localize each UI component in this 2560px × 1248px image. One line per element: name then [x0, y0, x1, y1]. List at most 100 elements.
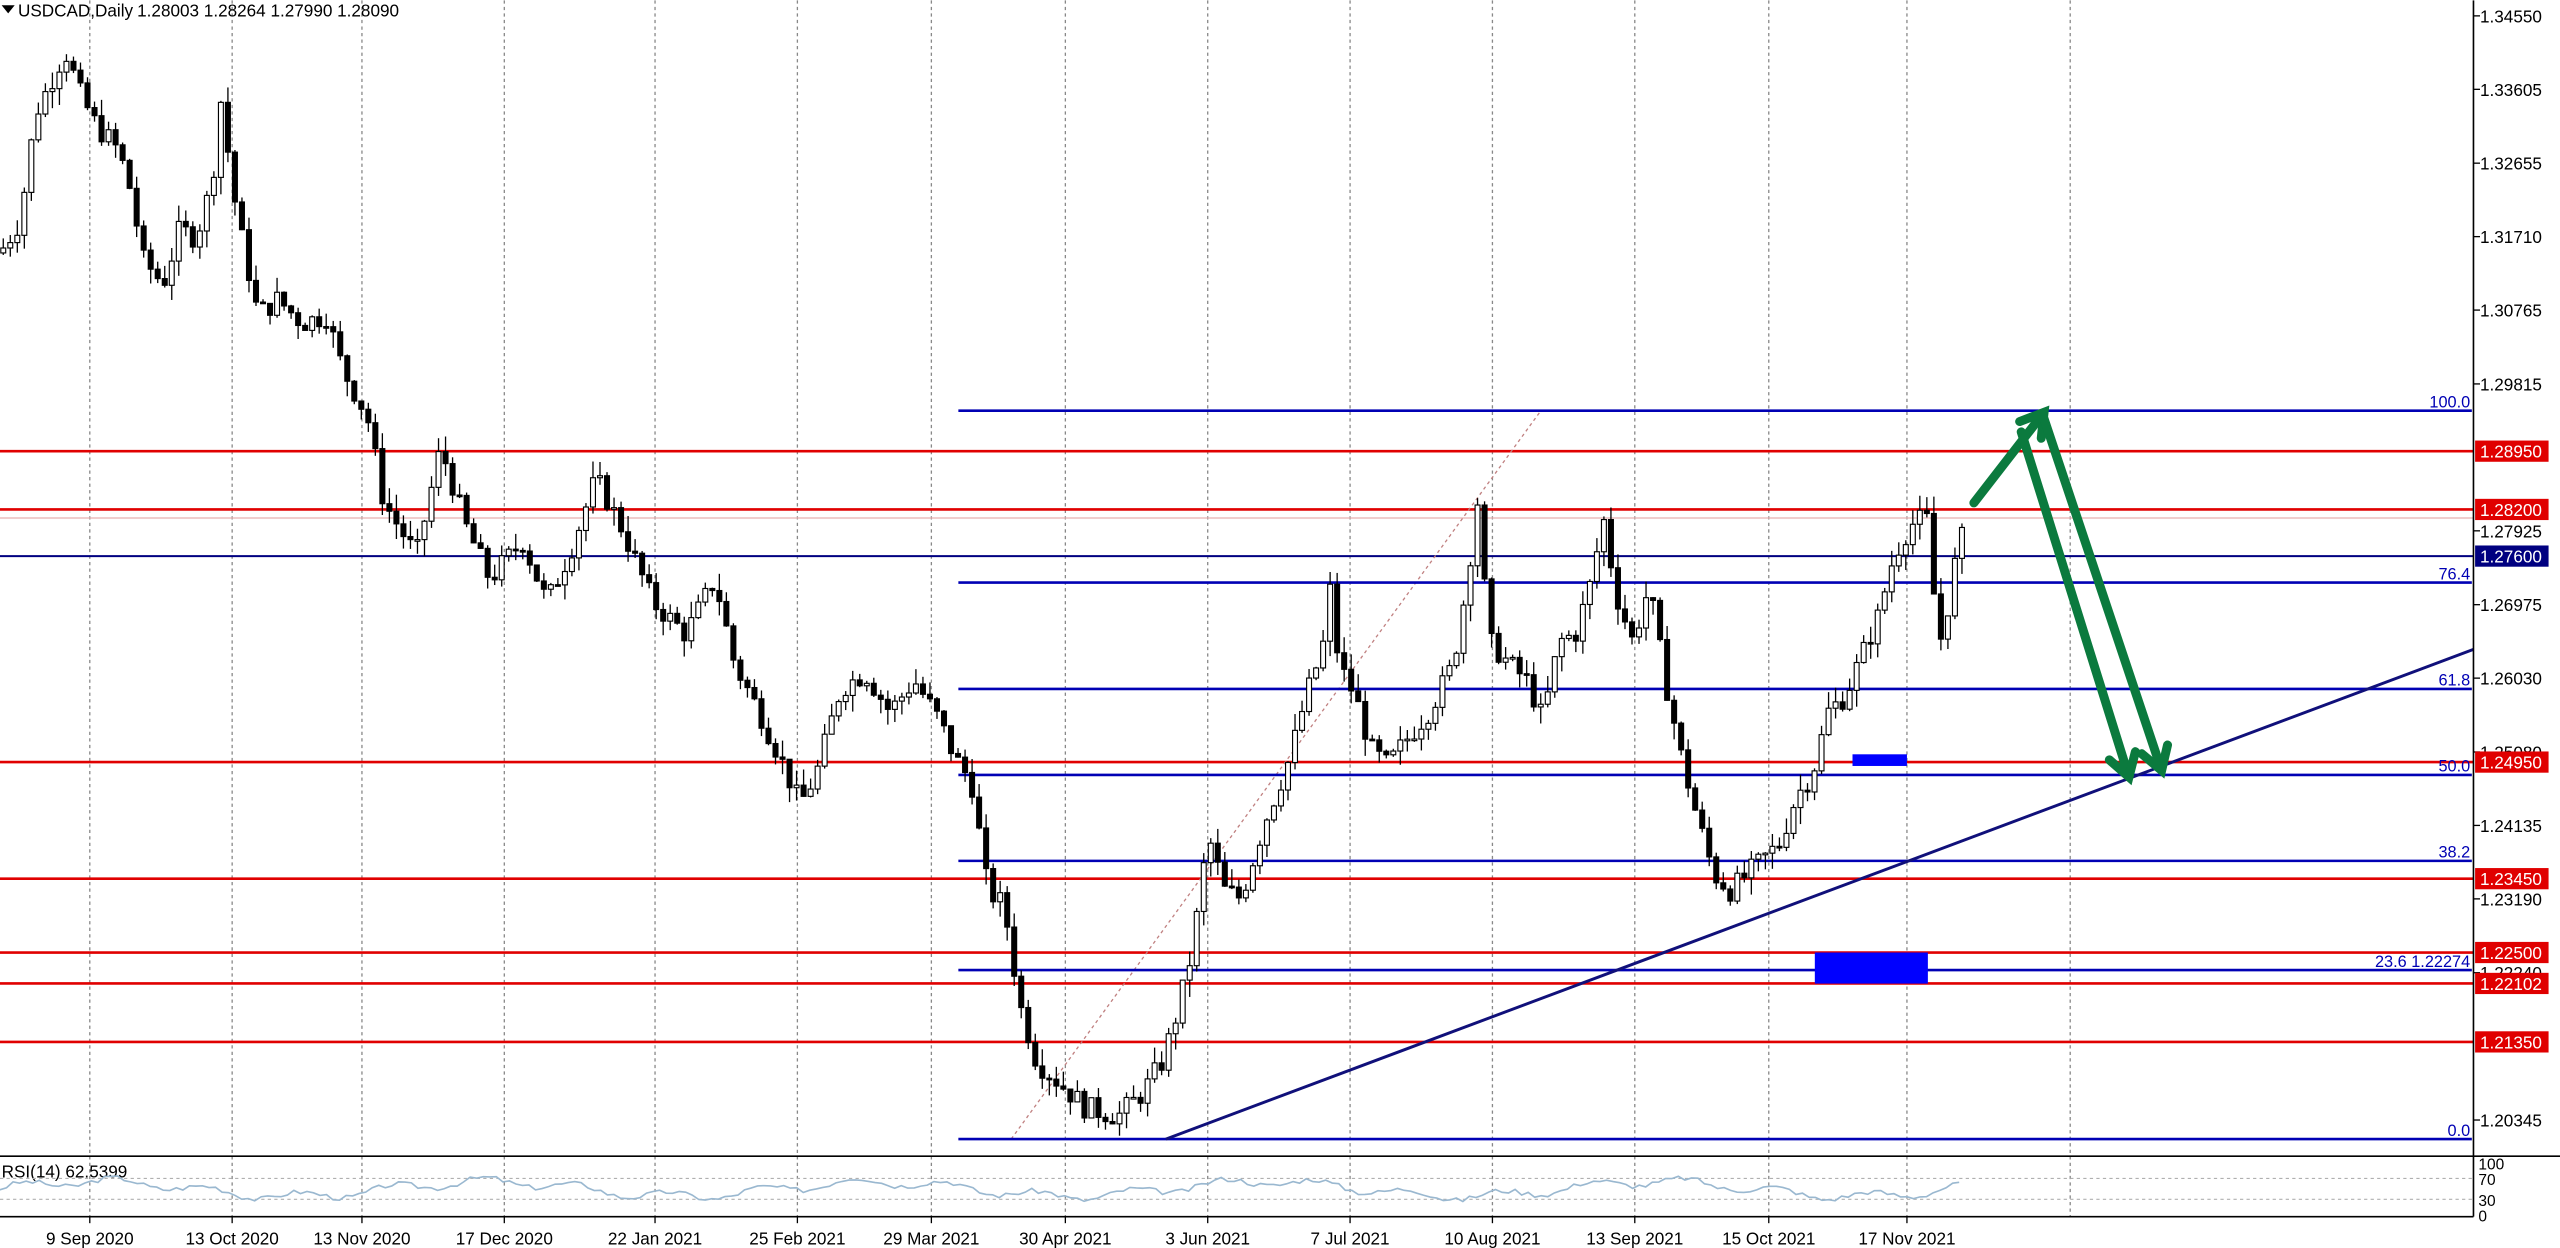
horizontal-levels: [0, 449, 2474, 1044]
candle-body: [1860, 641, 1867, 664]
candle-body: [1172, 1022, 1179, 1035]
candle-body: [976, 796, 983, 829]
candle-body: [252, 279, 260, 303]
candle-body: [1755, 853, 1762, 860]
candle-body: [589, 477, 597, 508]
candle-body: [1109, 1120, 1116, 1125]
price-tag-label: 1.22500: [2480, 943, 2542, 963]
candle-body: [1144, 1078, 1151, 1104]
candle-body: [1643, 597, 1650, 629]
candle-body: [625, 531, 632, 552]
price-tag-label: 1.22102: [2480, 974, 2542, 994]
price-tag-label: 1.23450: [2480, 869, 2542, 889]
candle-body: [582, 506, 589, 532]
candle-body: [1025, 1006, 1032, 1044]
candle-body: [330, 326, 337, 333]
candle-body: [414, 539, 421, 542]
price-tag-bg: [2475, 498, 2549, 521]
candle-body: [1888, 565, 1895, 593]
candle-body: [1516, 656, 1523, 675]
candle-body: [1467, 565, 1474, 606]
candle-body: [505, 548, 512, 557]
rsi-level-label: 0: [2478, 1209, 2487, 1226]
price-tag-label: 1.21350: [2480, 1032, 2542, 1052]
price-tag-bg: [2475, 545, 2549, 567]
candle-body: [1867, 641, 1874, 645]
candle-body: [21, 191, 28, 236]
candle-body: [1032, 1041, 1039, 1067]
candle-body: [302, 324, 309, 331]
candle-body: [603, 475, 611, 510]
candle-body: [1474, 504, 1481, 567]
ascending-trendline[interactable]: [1165, 647, 2474, 1141]
candle-body: [849, 679, 856, 697]
x-tick-label: 30 Apr 2021: [1019, 1228, 1111, 1248]
candle-body: [1284, 761, 1292, 791]
fibonacci-retracement[interactable]: 100.0 76.4 61.8 50.0 38.2 23.6 1.22274 0.0: [958, 393, 2472, 1141]
candle-body: [1158, 1062, 1165, 1071]
candle-body: [35, 113, 42, 141]
fib-level-label: 76.4: [2438, 565, 2470, 583]
arrow-head: [2015, 405, 2050, 443]
candle-body: [1909, 523, 1916, 546]
candle-body: [7, 242, 14, 249]
fib-level-label: 0.0: [2448, 1122, 2471, 1140]
x-tick-label: 9 Sep 2020: [46, 1228, 134, 1248]
candle-body: [1937, 593, 1944, 640]
candle-body: [1404, 738, 1411, 742]
candle-body: [1292, 729, 1299, 764]
projection-arrows[interactable]: [1969, 405, 2173, 786]
candle-body: [905, 692, 912, 698]
candle-body: [744, 679, 751, 689]
candle-body: [1621, 608, 1628, 623]
candle-body: [400, 523, 407, 538]
candle-body: [1811, 770, 1818, 793]
candle-body: [1397, 739, 1404, 752]
candle-body: [224, 101, 231, 153]
candle-body: [1544, 691, 1551, 705]
candle-body: [554, 584, 561, 587]
candle-body: [983, 827, 990, 870]
candle-body: [1102, 1116, 1109, 1123]
candle-body: [1706, 827, 1713, 858]
chart-header: USDCAD,Daily 1.28003 1.28264 1.27990 1.2…: [1, 1, 399, 21]
candle-body: [1306, 677, 1313, 713]
candle-body: [1299, 710, 1306, 731]
candle-body: [428, 486, 435, 522]
candle-body: [84, 82, 91, 109]
candle-body: [231, 151, 238, 203]
candle-body: [1214, 842, 1221, 863]
candle-body: [1713, 856, 1720, 884]
candle-body: [126, 159, 133, 189]
candle-body: [842, 694, 849, 703]
candle-body: [91, 107, 98, 117]
candle-body: [856, 679, 863, 687]
candle-body: [1537, 703, 1544, 708]
candle-body: [990, 868, 997, 903]
candle-body: [1355, 690, 1362, 703]
candle-body: [1446, 665, 1453, 677]
arrow-down-down: [2039, 414, 2173, 779]
y-tick-label: 1.34550: [2480, 6, 2542, 26]
candle-body: [1081, 1090, 1088, 1119]
candle-body: [1053, 1078, 1060, 1087]
candle-body: [1600, 518, 1607, 553]
candle-body: [1383, 750, 1390, 756]
y-tick-label: 1.31710: [2480, 227, 2542, 247]
candle-body: [926, 693, 933, 700]
candle-body: [1207, 842, 1214, 864]
triangle-down-icon[interactable]: [1, 5, 15, 14]
rsi-line: [0, 1175, 1960, 1203]
y-tick-label: 1.33605: [2480, 80, 2542, 100]
candle-body: [1060, 1085, 1067, 1090]
y-tick-label: 1.29815: [2480, 374, 2542, 394]
candle-body: [1362, 700, 1369, 740]
candle-body: [1958, 526, 1965, 559]
x-tick-label: 3 Jun 2021: [1165, 1228, 1250, 1248]
candlestick-series: [0, 54, 1965, 1136]
arrow-up-up: [1969, 405, 2050, 508]
candle-body: [1551, 656, 1558, 693]
candle-body: [1769, 845, 1776, 854]
candle-body: [997, 892, 1004, 903]
